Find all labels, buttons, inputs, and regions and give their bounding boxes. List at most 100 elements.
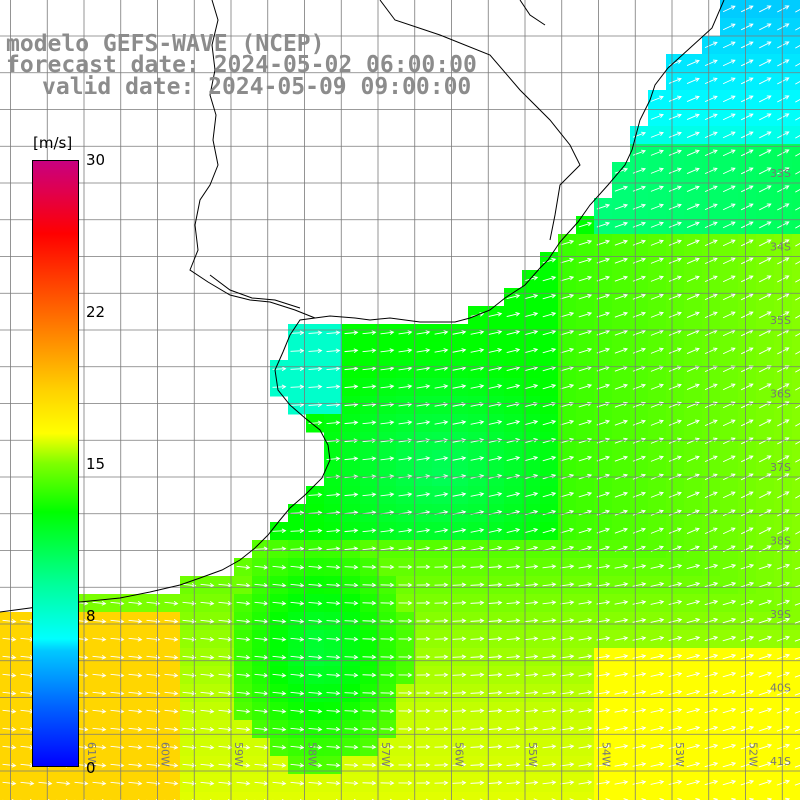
wind-arrow: [686, 275, 700, 282]
wind-arrow: [668, 725, 683, 731]
wind-arrow: [236, 727, 251, 732]
wind-arrow: [740, 41, 754, 49]
wind-arrow: [2, 727, 17, 732]
wind-arrow: [326, 492, 341, 498]
wind-arrow: [578, 491, 593, 498]
wind-arrow: [704, 275, 718, 283]
wind-arrow: [272, 781, 287, 786]
wind-arrow: [776, 635, 791, 642]
field-cell: [0, 792, 19, 800]
wind-arrow: [704, 581, 719, 588]
wind-arrow: [795, 153, 800, 157]
wind-arrow: [272, 619, 287, 624]
wind-arrow: [668, 761, 683, 767]
field-cell: [90, 792, 109, 800]
wind-arrow: [740, 167, 754, 175]
field-cell: [792, 630, 800, 649]
wind-arrow: [506, 383, 521, 389]
wind-arrow: [614, 618, 629, 623]
wind-arrow: [326, 672, 341, 678]
wind-arrow: [704, 383, 718, 391]
wind-arrow: [776, 761, 791, 768]
wind-arrow: [795, 315, 800, 319]
wind-arrow: [614, 455, 629, 462]
wind-arrow: [614, 329, 629, 336]
wind-arrow: [560, 600, 575, 605]
wind-arrow: [542, 744, 557, 749]
wind-arrow: [2, 781, 17, 786]
wind-arrow: [524, 690, 539, 695]
field-cell: [792, 54, 800, 73]
wind-arrow: [272, 637, 287, 642]
field-cell: [792, 18, 800, 37]
wind-arrow: [776, 617, 791, 624]
colorbar-tick-8: 8: [86, 607, 96, 625]
wind-arrow: [632, 600, 647, 605]
wind-arrow: [668, 149, 682, 156]
wind-arrow: [434, 780, 449, 786]
field-cell: [288, 792, 307, 800]
wind-arrow: [777, 527, 790, 535]
wind-arrow: [362, 780, 377, 786]
wind-arrow: [416, 330, 431, 335]
wind-arrow: [470, 672, 485, 678]
wind-arrow: [740, 203, 754, 211]
wind-arrow: [668, 185, 682, 192]
field-cell: [792, 450, 800, 469]
wind-arrow: [380, 636, 395, 642]
wind-arrow: [686, 113, 700, 120]
wind-arrow: [434, 636, 449, 642]
wind-arrow: [344, 348, 359, 353]
wind-arrow: [740, 59, 754, 67]
wind-arrow: [2, 763, 17, 768]
wind-arrow: [614, 780, 629, 785]
wind-arrow: [795, 279, 800, 283]
wind-arrow: [92, 691, 107, 696]
coast-line: [189, 0, 316, 319]
wind-arrow: [308, 600, 323, 606]
wind-arrow: [290, 583, 305, 588]
wind-arrow: [578, 419, 593, 426]
field-cell: [162, 792, 181, 800]
field-cell: [594, 792, 613, 800]
wind-arrow: [758, 23, 772, 31]
wind-arrow: [795, 243, 800, 247]
wind-arrow: [362, 744, 377, 750]
wind-arrow: [740, 635, 755, 642]
wind-arrow: [704, 203, 718, 211]
wind-arrow: [434, 582, 449, 588]
field-cell: [612, 792, 631, 800]
wind-arrow: [795, 207, 800, 211]
field-cell: [378, 792, 397, 800]
wind-arrow: [668, 491, 682, 498]
wind-arrow: [740, 275, 754, 283]
wind-arrow: [272, 366, 287, 372]
wind-arrow: [776, 581, 791, 588]
wind-arrow: [668, 113, 682, 120]
wind-arrow: [380, 618, 395, 624]
wind-arrow: [686, 221, 700, 228]
wind-arrow: [704, 167, 718, 175]
wind-arrow: [560, 311, 575, 318]
wind-arrow: [740, 347, 754, 355]
wind-arrow: [578, 455, 593, 462]
wind-arrow: [542, 437, 557, 444]
wind-arrow: [380, 582, 395, 588]
wind-arrow: [362, 600, 377, 606]
wind-arrow: [668, 77, 682, 84]
wind-arrow: [326, 654, 341, 660]
latitude-label: 39S: [770, 608, 791, 621]
wind-arrow: [632, 564, 647, 569]
wind-arrow: [740, 689, 755, 696]
wind-arrow: [326, 762, 341, 768]
wind-arrow: [704, 311, 718, 319]
wind-arrow: [632, 690, 647, 695]
wind-arrow: [758, 275, 772, 283]
wind-arrow: [777, 41, 790, 49]
wind-arrow: [488, 690, 503, 696]
field-cell: [792, 774, 800, 793]
wind-arrow: [578, 347, 593, 354]
wind-arrow: [560, 708, 575, 713]
